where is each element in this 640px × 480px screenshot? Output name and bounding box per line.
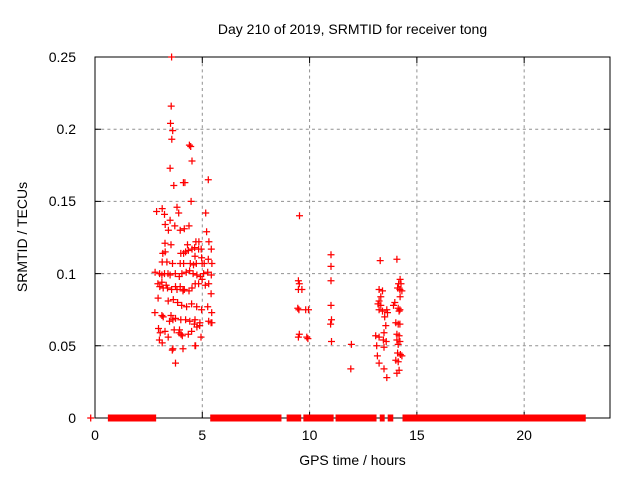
y-tick-label-0.15: 0.15 [48, 193, 76, 210]
y-tick-label-0: 0 [68, 410, 76, 426]
y-tick-label-0.2: 0.2 [56, 121, 76, 138]
y-tick-label-0.05: 0.05 [48, 337, 76, 354]
y-tick-label-0.1: 0.1 [56, 265, 76, 282]
axis-ticks [94, 56, 610, 419]
grid-lines [95, 57, 610, 418]
x-tick-label-15: 15 [409, 427, 425, 443]
scatter-markers [87, 53, 406, 422]
x-tick-label-10: 10 [301, 427, 318, 443]
x-tick-label-20: 20 [516, 427, 532, 443]
x-axis-title: GPS time / hours [299, 452, 406, 468]
y-tick-label-0.25: 0.25 [48, 49, 76, 65]
plot-border [94, 56, 611, 419]
chart-title: Day 210 of 2019, SRMTID for receiver ton… [217, 21, 488, 37]
x-tick-label-5: 5 [198, 427, 207, 443]
zero-value-band [107, 414, 586, 422]
x-tick-label-0: 0 [91, 427, 99, 443]
